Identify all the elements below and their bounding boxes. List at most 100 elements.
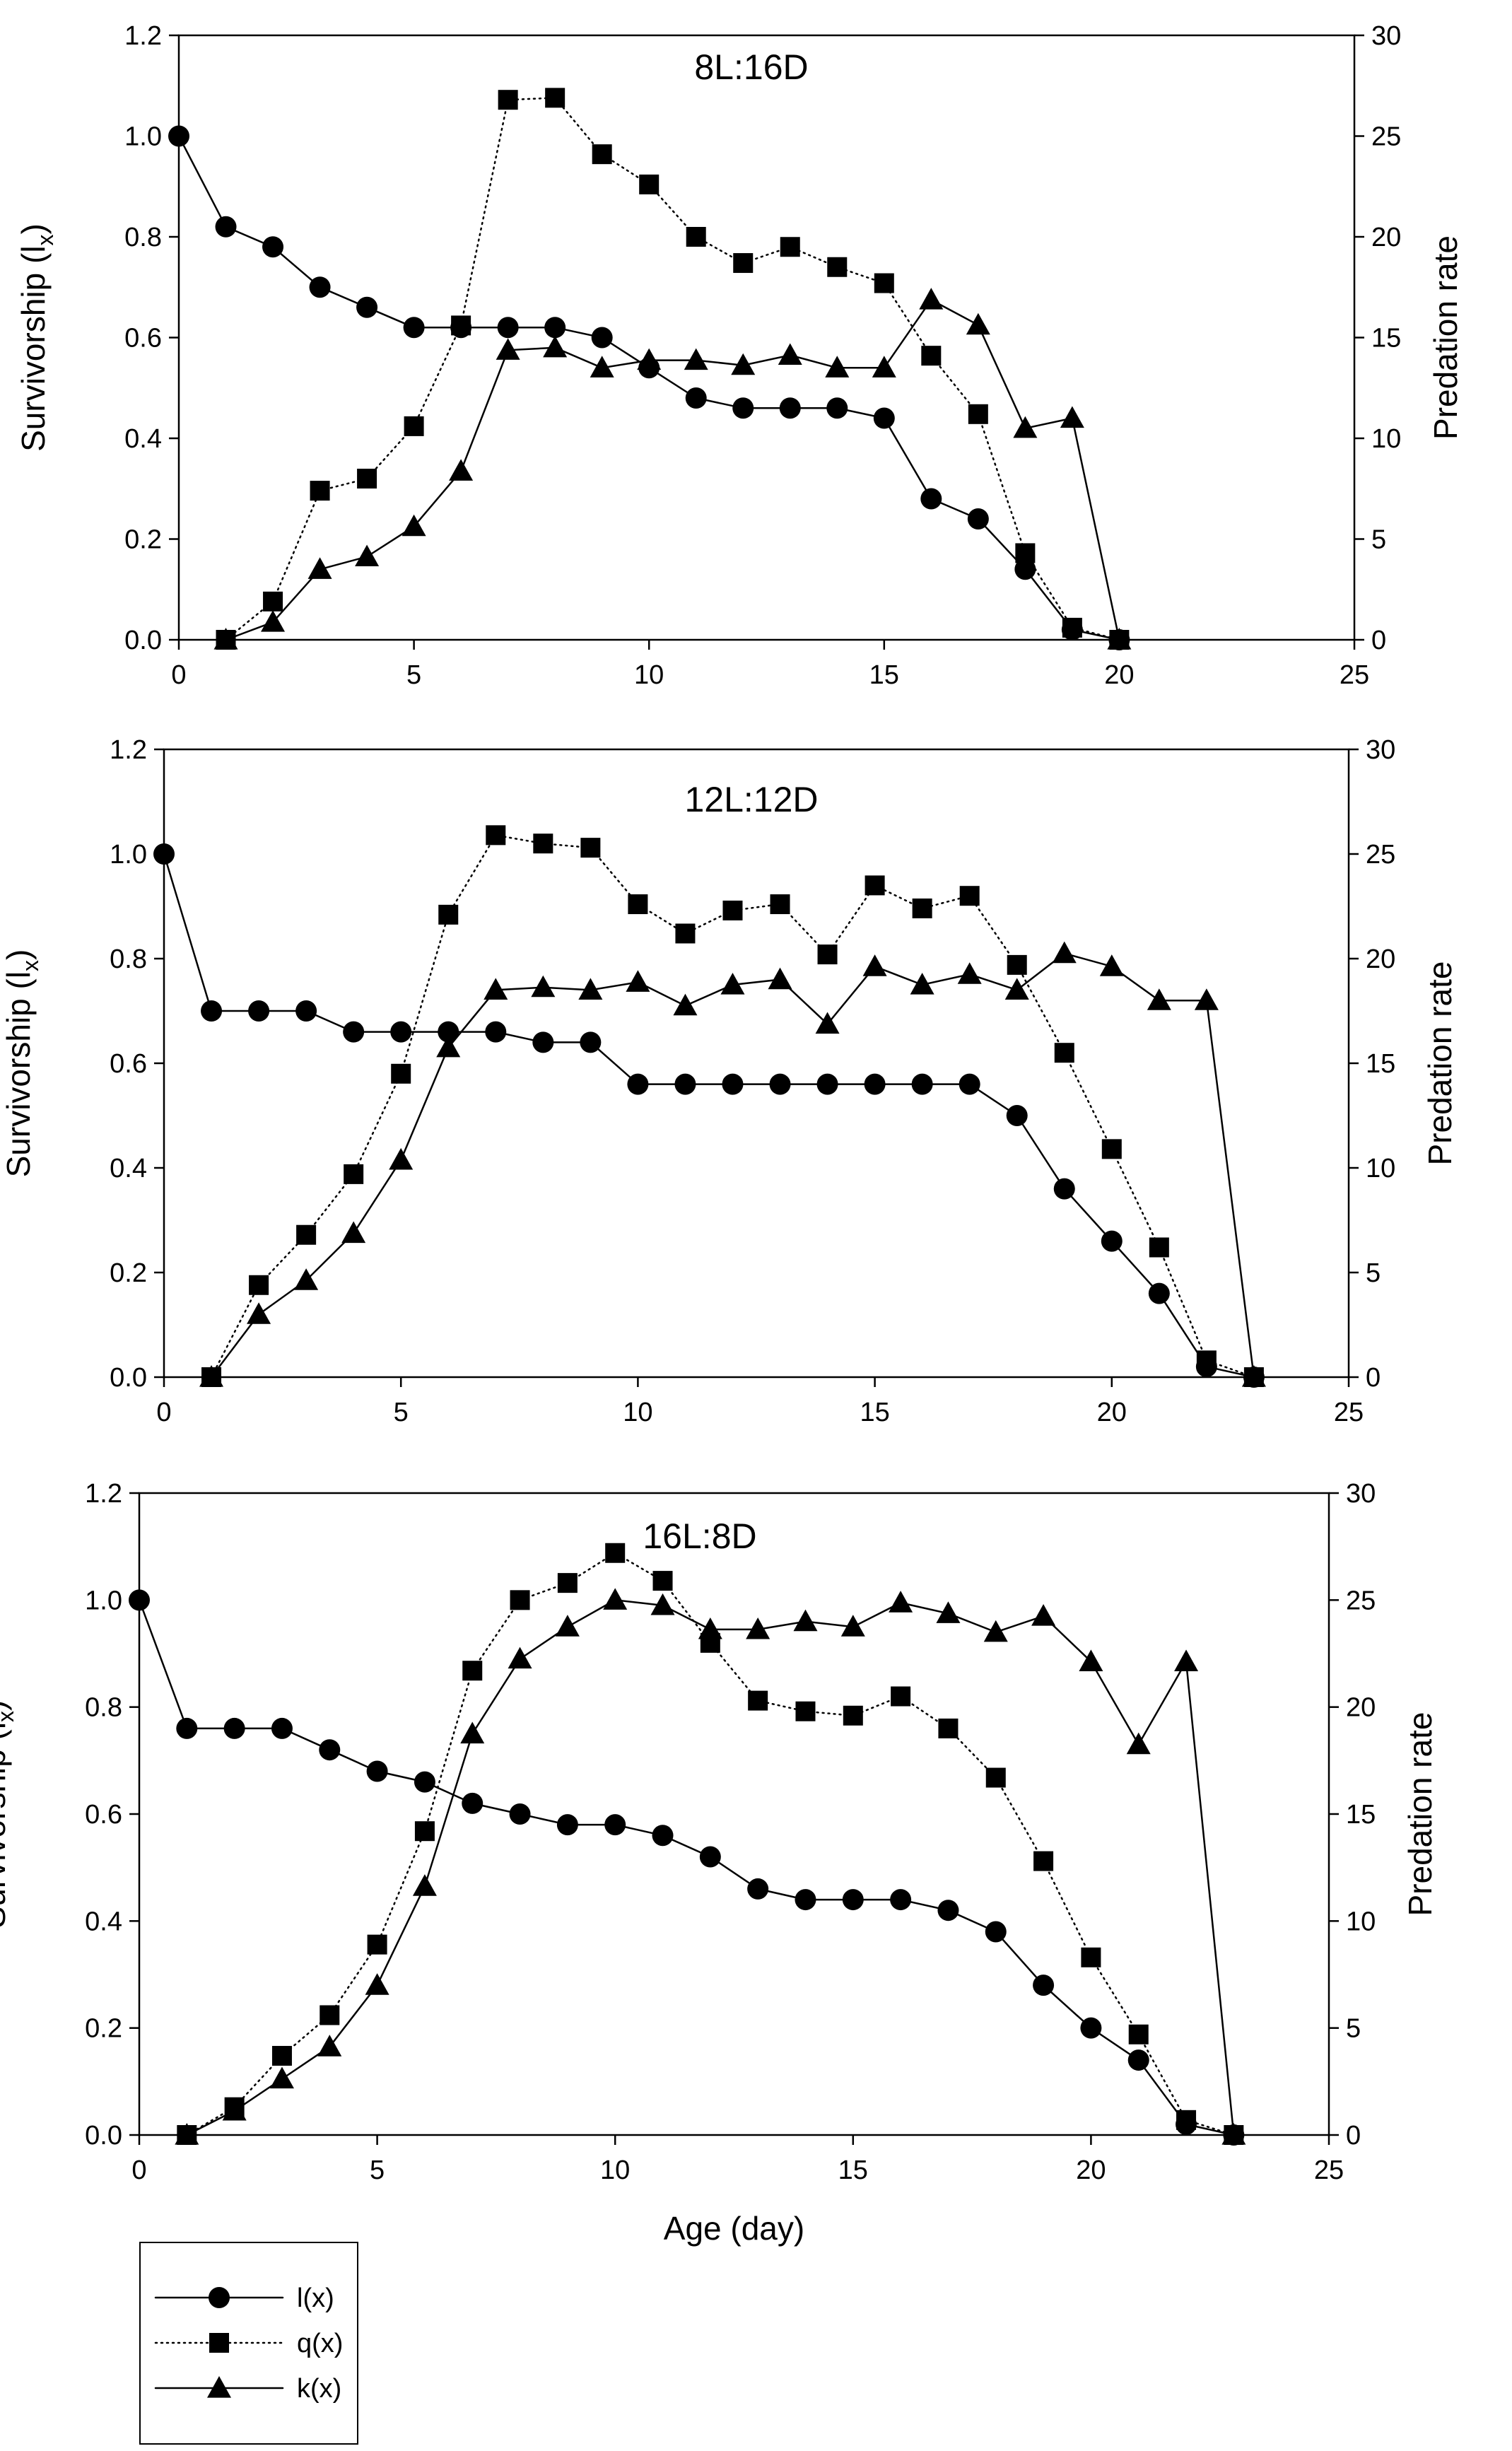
data-point-circle [959, 1073, 980, 1095]
data-point-circle [223, 1717, 245, 1739]
data-point-triangle [402, 514, 426, 537]
data-point-triangle [684, 348, 708, 370]
y2-tick-label: 10 [1346, 1907, 1376, 1936]
x-tick-label: 5 [394, 1398, 409, 1427]
x-tick-label: 10 [623, 1398, 652, 1427]
data-point-triangle [341, 1221, 366, 1244]
data-point-square [780, 237, 800, 257]
data-point-triangle [307, 557, 332, 579]
x-tick-label: 15 [860, 1398, 889, 1427]
data-point-circle [438, 1021, 459, 1043]
data-point-circle [544, 317, 566, 339]
data-point-circle [873, 407, 895, 429]
x-tick-label: 20 [1104, 660, 1134, 690]
data-point-triangle [840, 1615, 865, 1637]
data-point-square [310, 481, 330, 501]
y2-tick-label: 15 [1366, 1049, 1395, 1079]
data-point-square [912, 898, 932, 918]
data-point-square [545, 88, 565, 108]
y2-tick-label: 30 [1371, 21, 1401, 51]
series-triangle [199, 941, 1266, 1387]
legend-label: l(x) [297, 2283, 334, 2313]
y-tick-label: 0.4 [124, 424, 162, 454]
series-line [225, 97, 1120, 641]
x-tick-label: 15 [869, 660, 899, 690]
data-point-square [827, 257, 848, 277]
data-point-triangle [543, 335, 568, 358]
data-point-circle [685, 387, 707, 409]
data-point-circle [842, 1889, 864, 1911]
y-axis-title-subscript: x [33, 234, 58, 245]
legend-label: k(x) [297, 2374, 341, 2404]
data-point-circle [1014, 558, 1036, 580]
x-tick-label: 25 [1340, 660, 1369, 690]
legend-entry: k(x) [154, 2374, 341, 2404]
data-point-circle [262, 236, 284, 258]
data-point-circle [911, 1073, 933, 1095]
y2-tick-label: 15 [1346, 1800, 1376, 1830]
data-point-square [320, 2005, 340, 2025]
data-point-square [296, 1224, 317, 1245]
legend-marker-square [209, 2333, 229, 2353]
y-tick-label: 1.2 [110, 735, 147, 765]
data-point-square [1101, 1139, 1122, 1159]
legend-entry: q(x) [154, 2329, 343, 2358]
data-point-circle [1033, 1975, 1055, 1996]
data-point-square [1054, 1043, 1074, 1063]
y-axis-title-subscript: x [18, 960, 43, 971]
y-tick-label: 0.6 [124, 324, 162, 353]
data-point-square [1149, 1237, 1169, 1258]
y-tick-label: 0.0 [110, 1363, 147, 1393]
data-point-square [921, 346, 942, 366]
data-point-triangle [496, 338, 520, 360]
data-point-triangle [889, 1591, 913, 1613]
data-point-square [462, 1661, 483, 1681]
data-point-triangle [1221, 2123, 1246, 2145]
data-point-triangle [222, 2098, 247, 2121]
series-circle [129, 1589, 1245, 2146]
series-line [225, 298, 1120, 641]
data-point-triangle [936, 1601, 961, 1623]
data-point-square [865, 875, 885, 896]
data-point-circle [722, 1073, 744, 1095]
y-axis-title: Survivorship (lx) [0, 949, 43, 1178]
y-tick-label: 0.2 [110, 1258, 147, 1288]
y-axis-title-close: ) [0, 1700, 12, 1711]
y-tick-label: 0.2 [124, 525, 162, 555]
data-point-circle [1127, 2049, 1149, 2071]
data-point-triangle [1174, 1649, 1199, 1671]
data-point-square [968, 404, 988, 424]
data-point-circle [129, 1589, 150, 1611]
data-point-triangle [862, 954, 887, 976]
data-point-triangle [1147, 988, 1171, 1010]
data-point-circle [816, 1073, 838, 1095]
data-point-square [1081, 1947, 1101, 1967]
data-point-square [580, 838, 601, 858]
y2-tick-label: 15 [1371, 324, 1401, 353]
y2-tick-label: 5 [1371, 525, 1386, 555]
data-point-square [249, 1275, 269, 1295]
data-point-circle [967, 508, 989, 530]
y-tick-label: 0.4 [85, 1907, 122, 1936]
data-point-triangle [919, 288, 944, 310]
data-point-square [639, 174, 660, 194]
data-point-circle [795, 1889, 816, 1911]
data-point-circle [937, 1900, 959, 1921]
data-point-square [510, 1590, 530, 1610]
data-point-square [1128, 2024, 1149, 2045]
chart-panel-3: 0 5 10 15 20 25 0.0 0.2 0.4 0.6 0.8 1.0 1.2 0 5 10 15 20 2… [0, 1479, 1438, 2247]
data-point-square [357, 469, 377, 489]
data-point-square [498, 90, 518, 110]
chart-title: 12L:12D [684, 780, 818, 819]
x-tick-label: 20 [1076, 2155, 1106, 2185]
y-tick-label: 0.8 [85, 1693, 122, 1723]
data-point-triangle [578, 978, 603, 1000]
y-axis-title-close: ) [0, 949, 37, 960]
y2-tick-label: 5 [1346, 2014, 1361, 2044]
data-point-circle [168, 125, 189, 147]
data-point-triangle [1052, 941, 1077, 964]
data-point-circle [769, 1073, 791, 1095]
data-point-triangle [269, 2066, 294, 2089]
data-point-circle [985, 1921, 1007, 1943]
data-point-triangle [213, 628, 238, 650]
